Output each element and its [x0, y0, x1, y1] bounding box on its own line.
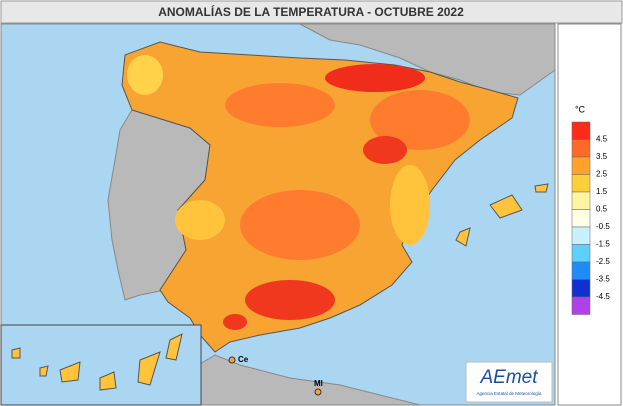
map-title: ANOMALÍAS DE LA TEMPERATURA - OCTUBRE 20…: [158, 4, 464, 19]
place-label: Ce: [238, 355, 249, 364]
canary-inset: [0, 324, 202, 406]
legend-swatch: [571, 244, 591, 263]
island: [99, 371, 117, 391]
legend-label: -2.5: [596, 257, 610, 266]
legend-label: 3.5: [596, 152, 608, 161]
logo-box: [465, 361, 553, 403]
anomaly-area: [175, 200, 225, 240]
legend-swatch: [571, 156, 591, 175]
legend-swatch: [571, 121, 591, 140]
island: [39, 365, 49, 377]
island: [489, 194, 523, 219]
anomaly-area: [245, 280, 335, 320]
france: [299, 23, 556, 96]
legend-swatch: [571, 296, 591, 315]
legend-swatch: [571, 191, 591, 210]
legend-label: -3.5: [596, 275, 610, 284]
island: [534, 183, 549, 193]
anomaly-area: [370, 90, 470, 150]
island: [137, 351, 161, 386]
legend-swatch: [571, 174, 591, 193]
legend-label: 0.5: [596, 205, 608, 214]
legend-label: 2.5: [596, 170, 608, 179]
anomaly-area: [127, 55, 163, 95]
legend-label: 1.5: [596, 187, 608, 196]
title-bar: [0, 0, 623, 24]
legend-label: -0.5: [596, 222, 610, 231]
legend-swatch: [571, 279, 591, 298]
anomaly-area: [363, 136, 407, 164]
island: [59, 361, 81, 383]
city-marker: [314, 388, 322, 396]
logo-name: AEmet: [479, 367, 538, 388]
legend-swatch: [571, 139, 591, 158]
legend-swatch: [571, 209, 591, 228]
logo-subtitle: Agencia Estatal de Meteorología: [476, 391, 542, 396]
anomaly-area: [225, 83, 335, 127]
legend-swatch: [571, 226, 591, 245]
island: [165, 333, 183, 361]
city-marker: [228, 356, 236, 364]
anomaly-area: [223, 314, 247, 330]
legend: 4.5 3.5 2.5 1.5 0.5 -0.5 -1.5 -2.5 -3.5 -4.5: [571, 121, 610, 315]
legend-label: -1.5: [596, 240, 610, 249]
anomaly-area: [240, 190, 360, 260]
legend-label: -4.5: [596, 292, 610, 301]
anomaly-area: [390, 165, 430, 245]
island: [455, 227, 471, 247]
anomaly-area: [325, 64, 425, 92]
legend-swatch: [571, 261, 591, 280]
island: [11, 347, 21, 359]
place-label: Ml: [314, 379, 323, 388]
legend-label: 4.5: [596, 135, 608, 144]
legend-unit: °C: [575, 104, 586, 114]
